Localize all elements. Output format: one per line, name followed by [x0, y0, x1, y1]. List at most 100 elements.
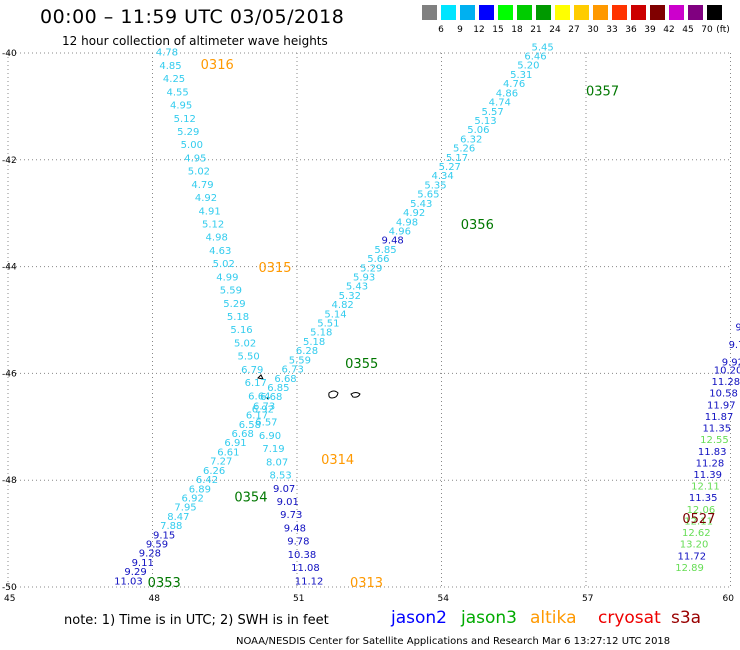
island-dot	[266, 396, 270, 400]
swh-value: 6.68	[232, 429, 254, 440]
swh-value: 11.12	[295, 576, 324, 587]
swh-value: 4.74	[489, 98, 511, 109]
swh-value: 5.29	[360, 263, 382, 274]
swh-value: 11.97	[707, 400, 736, 411]
lon-label: 48	[149, 594, 161, 604]
swh-value: 5.57	[482, 107, 504, 118]
swh-value: 4.82	[332, 300, 354, 311]
swh-value: 5.59	[289, 355, 311, 366]
swh-value: 5.50	[238, 352, 260, 363]
swh-value: 9.48	[382, 236, 404, 247]
lat-lon-grid	[7, 52, 731, 588]
swh-value: 11.83	[698, 447, 727, 458]
swh-value: 4.92	[195, 193, 217, 204]
swh-value: 10.20	[714, 365, 740, 376]
swh-value: 4.34	[432, 171, 454, 182]
swh-value: 7.88	[160, 521, 182, 532]
satellite-name: s3a	[671, 608, 702, 628]
legend-label: 30	[587, 25, 599, 35]
swh-value: 9.29	[124, 567, 146, 578]
swh-value: 6.61	[217, 447, 239, 458]
swh-value: 6.17	[246, 411, 268, 422]
swh-value: 11.28	[696, 458, 725, 469]
swh-value: 12.62	[682, 528, 711, 539]
swh-value: 11.35	[689, 493, 718, 504]
swh-value: 4.25	[163, 74, 185, 85]
swh-value: 9.59	[146, 540, 168, 551]
swh-value: 8.07	[266, 457, 288, 468]
lon-label: 54	[438, 594, 450, 604]
swh-value: 5.43	[346, 282, 368, 293]
satellite-name: jason2	[391, 608, 447, 628]
swh-value: 9.92	[722, 357, 740, 368]
altimeter-tracks: 4.78 4.85 4.25 4.55 4.95 5.12 5.29 5.00 4.95 5.02…	[114, 42, 740, 587]
swh-value: 6.91	[224, 438, 246, 449]
swh-value: 6.57	[255, 418, 277, 429]
legend-swatch	[422, 5, 437, 20]
lon-label: 60	[723, 594, 735, 604]
lat-label: -48	[2, 476, 17, 486]
lon-label: 57	[582, 594, 593, 604]
swh-value: 5.35	[424, 180, 446, 191]
map-title: 00:00 – 11:59 UTC 03/05/2018	[40, 6, 345, 28]
lat-label: -44	[2, 263, 17, 273]
swh-value: 5.18	[227, 312, 249, 323]
legend-label: 12	[473, 25, 485, 35]
legend-swatch	[498, 5, 513, 20]
swh-value: 5.02	[188, 167, 210, 178]
swh-value: 5.14	[324, 309, 346, 320]
pass-number-label: 0354	[234, 491, 267, 506]
swh-value: 4.76	[503, 79, 525, 90]
swh-value: 5.17	[446, 153, 468, 164]
legend-swatch	[650, 5, 665, 20]
swh-value: 5.31	[510, 70, 532, 81]
pass-number-label: 0355	[345, 357, 378, 372]
swh-value: 11.28	[712, 377, 740, 388]
satellite-name: cryosat	[598, 608, 661, 628]
footer-note: note: 1) Time is in UTC; 2) SWH is in fe…	[64, 613, 329, 628]
swh-value: 5.66	[367, 254, 389, 265]
swh-value: 6.42	[196, 475, 218, 486]
swh-value: 4.95	[184, 153, 206, 164]
legend-swatch	[612, 5, 627, 20]
legend-label: 27	[568, 25, 580, 35]
swh-value: 11.87	[705, 412, 734, 423]
swh-value: 4.98	[396, 217, 418, 228]
pass-number-label: 0527	[682, 512, 715, 527]
swh-value: 5.16	[230, 325, 252, 336]
swh-value: 5.59	[220, 286, 242, 297]
swh-value: 5.18	[310, 328, 332, 339]
legend-label: 24	[549, 25, 561, 35]
swh-value: 6.73	[253, 401, 275, 412]
legend-unit: (ft)	[716, 25, 730, 35]
swh-value: 4.99	[216, 272, 238, 283]
legend-label: 70	[701, 25, 713, 35]
legend-label: 39	[644, 25, 656, 35]
swh-value: 9.11	[132, 558, 154, 569]
legend-label: 45	[682, 25, 694, 35]
swh-value: 10.38	[288, 550, 317, 561]
swh-value: 4.92	[403, 208, 425, 219]
legend-swatch	[631, 5, 646, 20]
credit-line: NOAA/NESDIS Center for Satellite Applica…	[236, 636, 671, 647]
swh-value: 5.85	[374, 245, 396, 256]
swh-value: 9.07	[273, 484, 295, 495]
swh-value: 4.86	[496, 88, 518, 99]
swh-value: 8.53	[269, 471, 291, 482]
swh-value: 5.32	[339, 291, 361, 302]
swh-value: 11.08	[291, 563, 320, 574]
legend-swatch	[460, 5, 475, 20]
swh-value: 8.47	[167, 512, 189, 523]
swh-value: 9.01	[277, 497, 299, 508]
swh-value: 12.89	[675, 563, 704, 574]
legend-label: 33	[606, 25, 618, 35]
satellite-name: jason3	[461, 608, 517, 628]
swh-value: 11.39	[693, 470, 722, 481]
swh-value: 5.12	[174, 114, 196, 125]
swh-value: 9.28	[139, 549, 161, 560]
swh-value: 4.79	[191, 180, 213, 191]
swh-value: 9.48	[284, 523, 306, 534]
map-subtitle: 12 hour collection of altimeter wave hei…	[62, 34, 328, 48]
lat-label: -46	[2, 369, 17, 379]
swh-value: 5.29	[223, 299, 245, 310]
